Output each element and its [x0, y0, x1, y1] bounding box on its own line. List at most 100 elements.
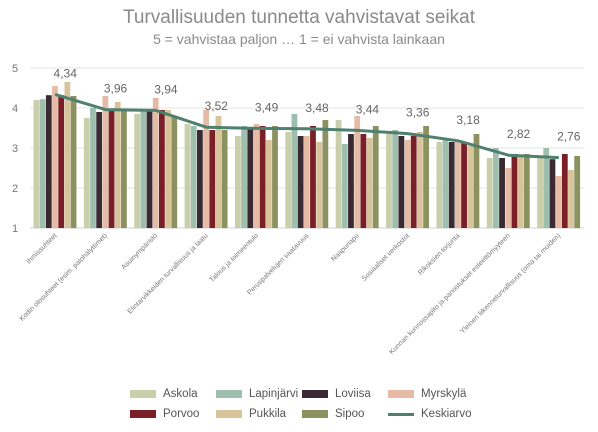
bar: [83, 118, 90, 228]
bar: [354, 116, 361, 228]
bar: [473, 134, 480, 228]
bar: [203, 110, 209, 228]
legend-label: Lapinjärvi: [249, 388, 299, 400]
data-label: 3,49: [255, 100, 279, 114]
bar: [448, 142, 455, 228]
x-tick-label: Sosiaaliset verkostot: [361, 232, 411, 282]
bar: [52, 86, 58, 228]
bar: [555, 176, 562, 228]
legend: Askola Lapinjärvi Loviisa Myrskylä Porvo…: [130, 384, 490, 424]
bar: [190, 126, 197, 228]
legend-item-loviisa: Loviisa: [302, 388, 388, 400]
legend-swatch: [302, 410, 328, 418]
bar: [461, 142, 467, 228]
x-tick-label: Yleinen liikenneturvallisuus (oma tai mu…: [459, 232, 562, 335]
data-label: 3,44: [356, 102, 380, 116]
legend-swatch: [388, 390, 414, 398]
legend-label: Loviisa: [335, 388, 371, 400]
data-label: 2,82: [507, 127, 531, 141]
bar: [499, 158, 505, 228]
bar: [291, 114, 298, 228]
x-tick-label: Talous ja toimeentulo: [209, 232, 261, 284]
data-label: 3,96: [104, 82, 128, 96]
y-tick-label: 2: [12, 183, 18, 195]
data-label: 4,34: [54, 66, 78, 80]
bar: [58, 95, 65, 228]
chart-header: Turvallisuuden tunnetta vahvistavat seik…: [0, 6, 598, 48]
bar-chart: 1 2 3 4 5 4,34 3,96 3,94 3,52 3,49 3,48 3,44 3,36 3,…: [12, 63, 584, 356]
bar: [108, 108, 115, 228]
x-tick-label: Ihmissuhteet: [26, 232, 59, 265]
bar: [241, 126, 247, 228]
legend-item-sipoo: Sipoo: [302, 408, 388, 420]
bar: [310, 126, 316, 228]
data-labels: 4,34 3,96 3,94 3,52 3,49 3,48 3,44 3,36 3,18 2,82…: [54, 66, 581, 143]
x-tick-label: Asuinympäristö: [121, 232, 160, 271]
bar: [392, 130, 399, 228]
data-label: 3,36: [406, 106, 430, 120]
average-line: [54, 92, 559, 160]
chart-title: Turvallisuuden tunnetta vahvistavat seik…: [122, 7, 476, 28]
bar: [341, 144, 348, 228]
bar: [366, 138, 373, 228]
bar: [442, 140, 449, 228]
bar: [121, 110, 127, 228]
bar: [247, 128, 254, 228]
bar: [455, 140, 461, 228]
legend-item-myrskyla: Myrskylä: [388, 388, 488, 400]
x-tick-label: Elintarvikkeiden turvallisuus ja laatu: [127, 232, 210, 315]
bar: [45, 95, 52, 228]
bar: [505, 168, 512, 228]
x-tick-label: Kunnan kunnossapito ja panostukset estee…: [388, 232, 512, 356]
bar: [561, 154, 568, 228]
bar: [348, 134, 354, 228]
bar: [410, 136, 417, 228]
bar: [159, 110, 165, 228]
y-tick-label: 1: [12, 223, 18, 235]
bar: [209, 130, 216, 228]
bar: [39, 99, 46, 228]
bar: [297, 136, 304, 228]
bar: [253, 124, 260, 228]
legend-label: Keskiarvo: [421, 408, 472, 420]
legend-label: Myrskylä: [421, 388, 467, 400]
bar: [423, 126, 429, 228]
bar: [171, 116, 178, 228]
bar: [165, 110, 171, 228]
data-label: 2,76: [557, 130, 581, 144]
bar: [398, 136, 405, 228]
bar: [386, 134, 392, 228]
legend-swatch: [216, 390, 242, 398]
bar: [523, 154, 530, 228]
bar: [549, 159, 556, 228]
legend-label: Porvoo: [163, 408, 200, 420]
bar: [285, 132, 292, 228]
bar: [316, 142, 323, 228]
data-label: 3,18: [456, 113, 480, 127]
bar: [215, 116, 222, 228]
x-tick-label: Naapuriapu: [330, 232, 361, 263]
chart-subtitle: 5 = vahvistaa paljon … 1 = ei vahvista l…: [153, 31, 445, 47]
bar: [360, 134, 367, 228]
legend-label: Sipoo: [335, 408, 365, 420]
bar: [196, 130, 203, 228]
bar: [272, 126, 278, 228]
bar: [436, 142, 443, 228]
bar: [265, 140, 272, 228]
legend-item-pukkila: Pukkila: [216, 408, 302, 420]
data-label: 3,94: [154, 82, 178, 96]
bar: [517, 156, 524, 228]
legend-label: Askola: [163, 388, 198, 400]
bar: [372, 126, 379, 228]
bar: [70, 96, 77, 228]
average-line-path: [54, 92, 559, 160]
x-tick-label: Kodin olosuhteet (esim. palohälyttimet): [19, 232, 109, 322]
legend-line-swatch: [388, 412, 414, 416]
legend-item-keskiarvo: Keskiarvo: [388, 408, 488, 420]
y-tick-label: 3: [12, 143, 18, 155]
bar: [492, 148, 499, 228]
bar: [335, 120, 342, 228]
bar: [574, 156, 581, 228]
bar: [64, 82, 71, 228]
legend-swatch: [130, 390, 156, 398]
